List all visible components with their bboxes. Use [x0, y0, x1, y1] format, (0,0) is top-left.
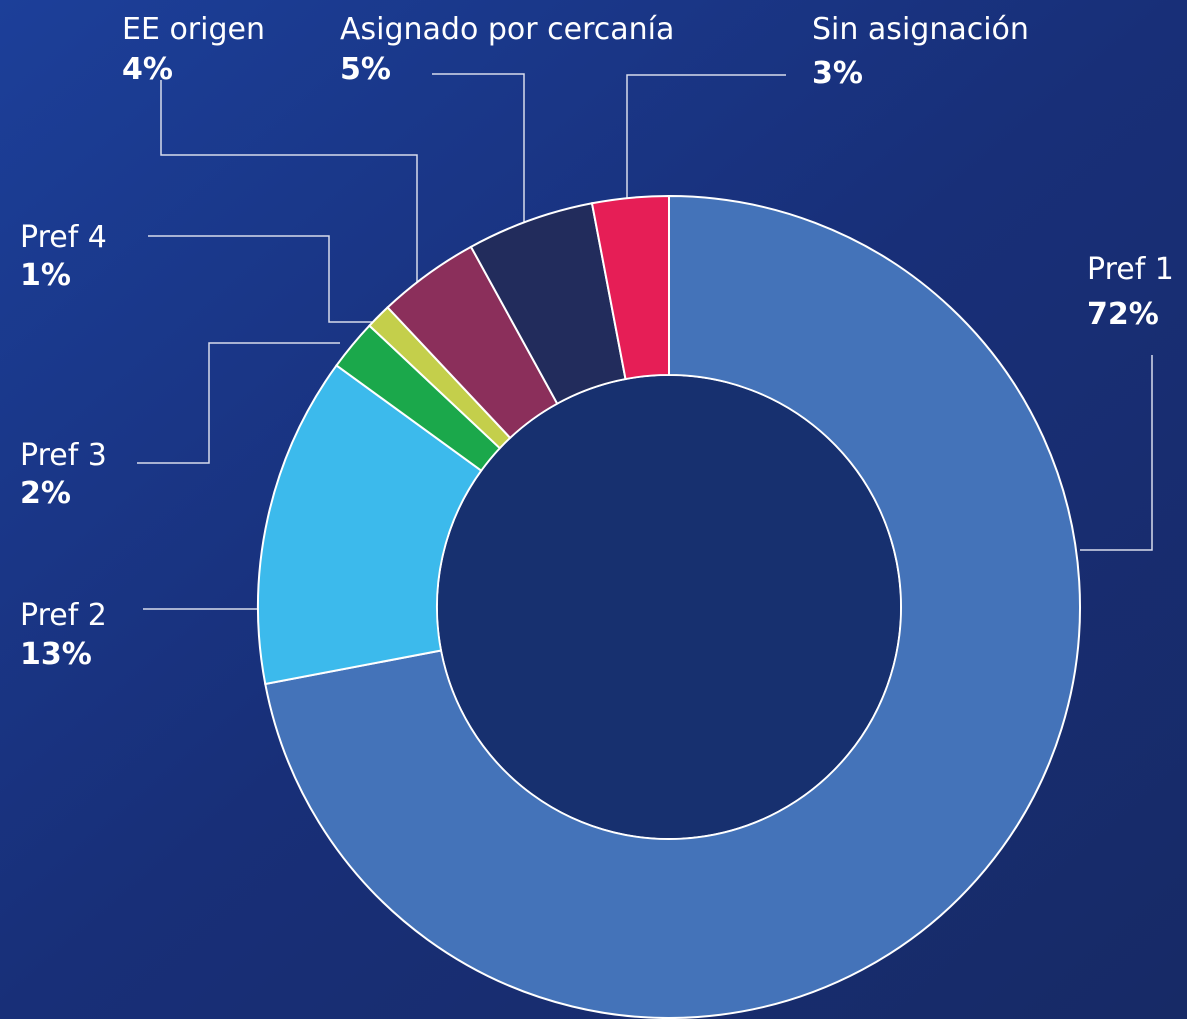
value-label: 4%	[122, 52, 173, 87]
category-label: Asignado por cercanía	[340, 12, 674, 47]
category-label: Pref 4	[20, 220, 107, 255]
category-label: EE origen	[122, 12, 265, 47]
donut-segment	[264, 194, 1081, 1019]
leader-line	[148, 235, 372, 323]
leader-line	[160, 80, 418, 285]
value-label: 72%	[1087, 297, 1159, 332]
donut-segment	[590, 194, 670, 381]
donut-hole	[438, 376, 900, 838]
value-label: 3%	[812, 56, 863, 91]
value-label: 2%	[20, 476, 71, 511]
leader-line	[137, 342, 340, 464]
value-label: 5%	[340, 52, 391, 87]
donut-segment	[257, 364, 483, 686]
value-label: 1%	[20, 258, 71, 293]
category-label: Pref 1	[1087, 252, 1174, 287]
value-label: 13%	[20, 637, 92, 672]
leader-line	[626, 74, 786, 200]
leader-line	[1080, 355, 1153, 551]
leader-line	[432, 73, 525, 222]
category-label: Pref 2	[20, 598, 107, 633]
leader-lines	[137, 73, 1153, 610]
category-label: Pref 3	[20, 438, 107, 473]
category-label: Sin asignación	[812, 12, 1029, 47]
